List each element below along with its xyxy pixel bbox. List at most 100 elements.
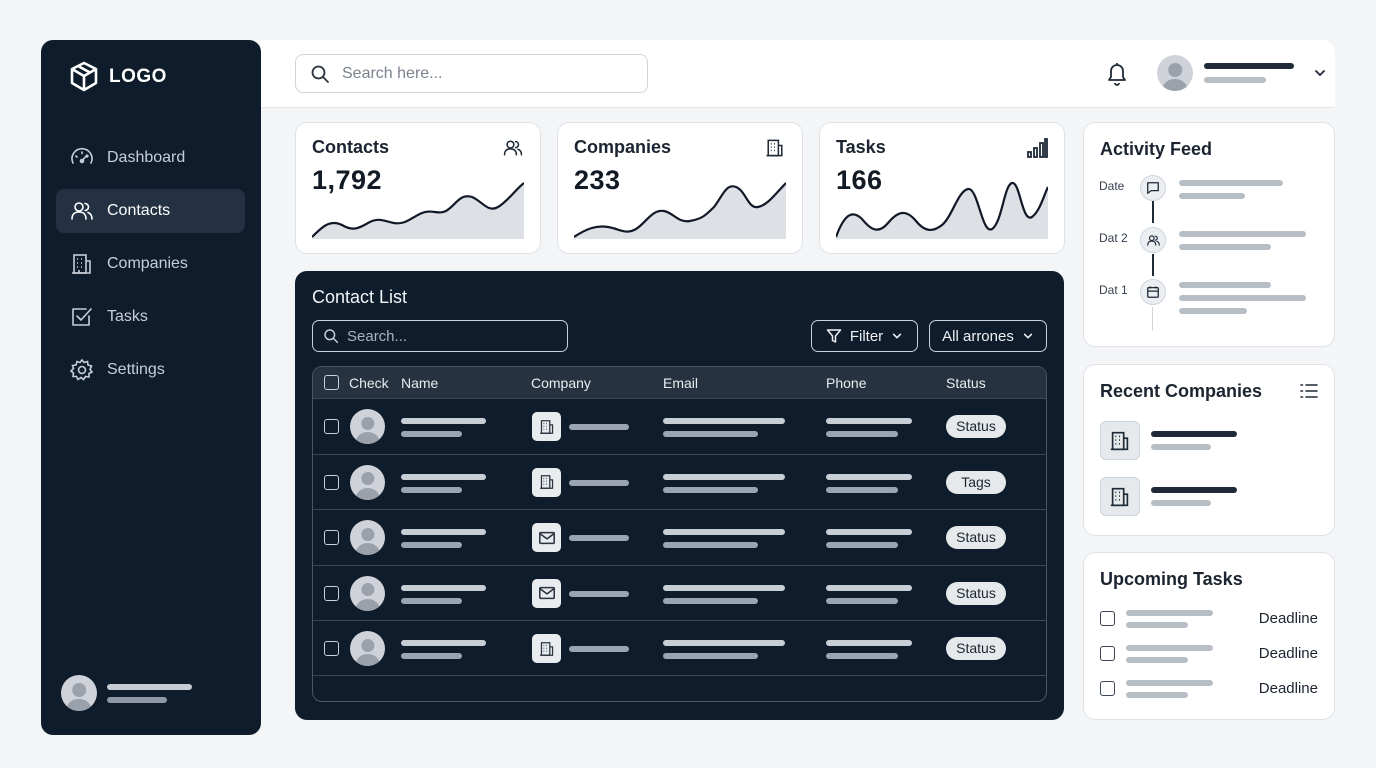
avatar <box>350 464 385 500</box>
stat-value: 1,792 <box>312 165 383 195</box>
contacts-table: Check Name Company Email Phone Status St… <box>312 366 1047 702</box>
sidebar-item-settings[interactable]: Settings <box>56 348 245 392</box>
avatar <box>350 409 385 444</box>
avatar <box>1157 55 1193 91</box>
activity-feed-title: Activity Feed <box>1100 139 1213 159</box>
checkbox-icon <box>72 308 92 326</box>
avatar <box>350 575 385 611</box>
feed-date: Date <box>1099 179 1125 193</box>
column-header-email[interactable]: Email <box>663 375 699 391</box>
status-badge: Status <box>946 526 1006 549</box>
chevron-down-icon[interactable] <box>1313 66 1327 80</box>
column-header-company[interactable]: Company <box>531 375 591 391</box>
table-row[interactable]: Status <box>313 564 1046 621</box>
table-row[interactable]: Status <box>313 620 1046 676</box>
sidebar-item-label: Tasks <box>107 308 148 325</box>
search-bar[interactable] <box>295 54 648 93</box>
users-icon <box>1140 227 1166 253</box>
status-badge: Status <box>946 581 1006 605</box>
status-badge: Status <box>946 415 1006 438</box>
column-header-check[interactable]: Check <box>349 375 389 391</box>
recent-companies-panel: Recent Companies <box>1083 364 1335 536</box>
header <box>261 40 1335 108</box>
sidebar: LOGO Dashboard Contacts Companies <box>41 40 261 735</box>
sparkline <box>312 182 524 239</box>
avatar <box>350 520 385 555</box>
logo-text: LOGO <box>109 66 167 87</box>
filter-button[interactable]: Filter <box>811 320 918 352</box>
column-header-status[interactable]: Status <box>946 375 986 391</box>
status-badge: Status <box>946 637 1006 660</box>
row-checkbox[interactable] <box>324 474 339 490</box>
chevron-down-icon <box>1023 333 1033 339</box>
stat-card-contacts[interactable]: Contacts 1,792 <box>295 122 541 254</box>
mail-icon <box>532 578 561 608</box>
feed-date: Dat 2 <box>1099 231 1128 245</box>
chevron-down-icon <box>892 333 902 339</box>
sidebar-item-label: Companies <box>107 255 188 272</box>
row-checkbox[interactable] <box>324 641 339 656</box>
contact-search[interactable] <box>312 320 568 352</box>
select-all-checkbox[interactable] <box>324 375 339 390</box>
table-row[interactable]: Status <box>313 509 1046 565</box>
table-row[interactable]: Tags <box>313 453 1046 510</box>
stat-title: Tasks <box>836 137 886 157</box>
activity-feed-panel: Activity Feed Date Dat 2 Dat 1 <box>1083 122 1335 347</box>
upcoming-tasks-panel: Upcoming Tasks Deadline Deadline Deadlin… <box>1083 552 1335 720</box>
task-checkbox[interactable] <box>1100 611 1115 626</box>
task-checkbox[interactable] <box>1100 646 1115 661</box>
user-menu[interactable] <box>1157 55 1327 91</box>
sidebar-item-companies[interactable]: Companies <box>56 242 245 286</box>
table-row[interactable]: Status <box>313 398 1046 454</box>
building-icon <box>532 634 561 663</box>
table-header: Check Name Company Email Phone Status <box>313 367 1046 398</box>
stat-card-companies[interactable]: Companies 233 <box>557 122 803 254</box>
sidebar-nav: Dashboard Contacts Companies Tasks <box>56 136 245 401</box>
column-header-phone[interactable]: Phone <box>826 375 867 391</box>
list-icon[interactable] <box>1300 383 1318 399</box>
avatar <box>61 675 97 711</box>
search-icon <box>324 329 339 344</box>
contact-search-input[interactable] <box>347 327 567 345</box>
stat-title: Companies <box>574 137 672 157</box>
building-icon[interactable] <box>1100 477 1140 516</box>
search-input[interactable] <box>342 64 622 83</box>
sidebar-item-tasks[interactable]: Tasks <box>56 295 245 339</box>
sidebar-item-label: Dashboard <box>107 149 186 166</box>
building-icon[interactable] <box>1100 421 1140 460</box>
users-icon <box>503 140 523 156</box>
users-icon <box>71 202 93 220</box>
user-placeholder-lines <box>107 683 192 703</box>
logo-cube-icon <box>70 61 98 92</box>
sparkline <box>574 182 786 239</box>
bell-icon[interactable] <box>1105 60 1129 86</box>
stat-value: 166 <box>836 165 883 195</box>
search-icon <box>311 65 329 83</box>
feed-date: Dat 1 <box>1099 283 1128 297</box>
user-placeholder-lines <box>1204 63 1294 83</box>
task-deadline: Deadline <box>1258 610 1318 627</box>
gauge-icon <box>71 147 93 164</box>
sidebar-item-dashboard[interactable]: Dashboard <box>56 136 245 180</box>
mail-icon <box>532 523 561 552</box>
gear-icon <box>69 358 94 381</box>
contact-list-title: Contact List <box>312 287 408 307</box>
sparkline <box>836 181 1048 239</box>
contact-list-panel: Contact List Filter All arrones Check Na… <box>295 271 1064 720</box>
logo[interactable]: LOGO <box>69 60 167 94</box>
sidebar-user[interactable] <box>61 675 192 711</box>
upcoming-tasks-title: Upcoming Tasks <box>1100 569 1243 589</box>
task-deadline: Deadline <box>1258 645 1318 662</box>
column-header-name[interactable]: Name <box>401 375 439 391</box>
building-icon <box>532 467 561 497</box>
stat-card-tasks[interactable]: Tasks 166 <box>819 122 1065 254</box>
bar-chart-icon <box>1027 138 1048 158</box>
task-checkbox[interactable] <box>1100 681 1115 696</box>
row-checkbox[interactable] <box>324 530 339 545</box>
scope-dropdown[interactable]: All arrones <box>929 320 1047 352</box>
calendar-icon <box>1140 279 1166 305</box>
building-icon <box>532 412 561 441</box>
sidebar-item-contacts[interactable]: Contacts <box>56 189 245 233</box>
row-checkbox[interactable] <box>324 419 339 434</box>
row-checkbox[interactable] <box>324 585 339 601</box>
